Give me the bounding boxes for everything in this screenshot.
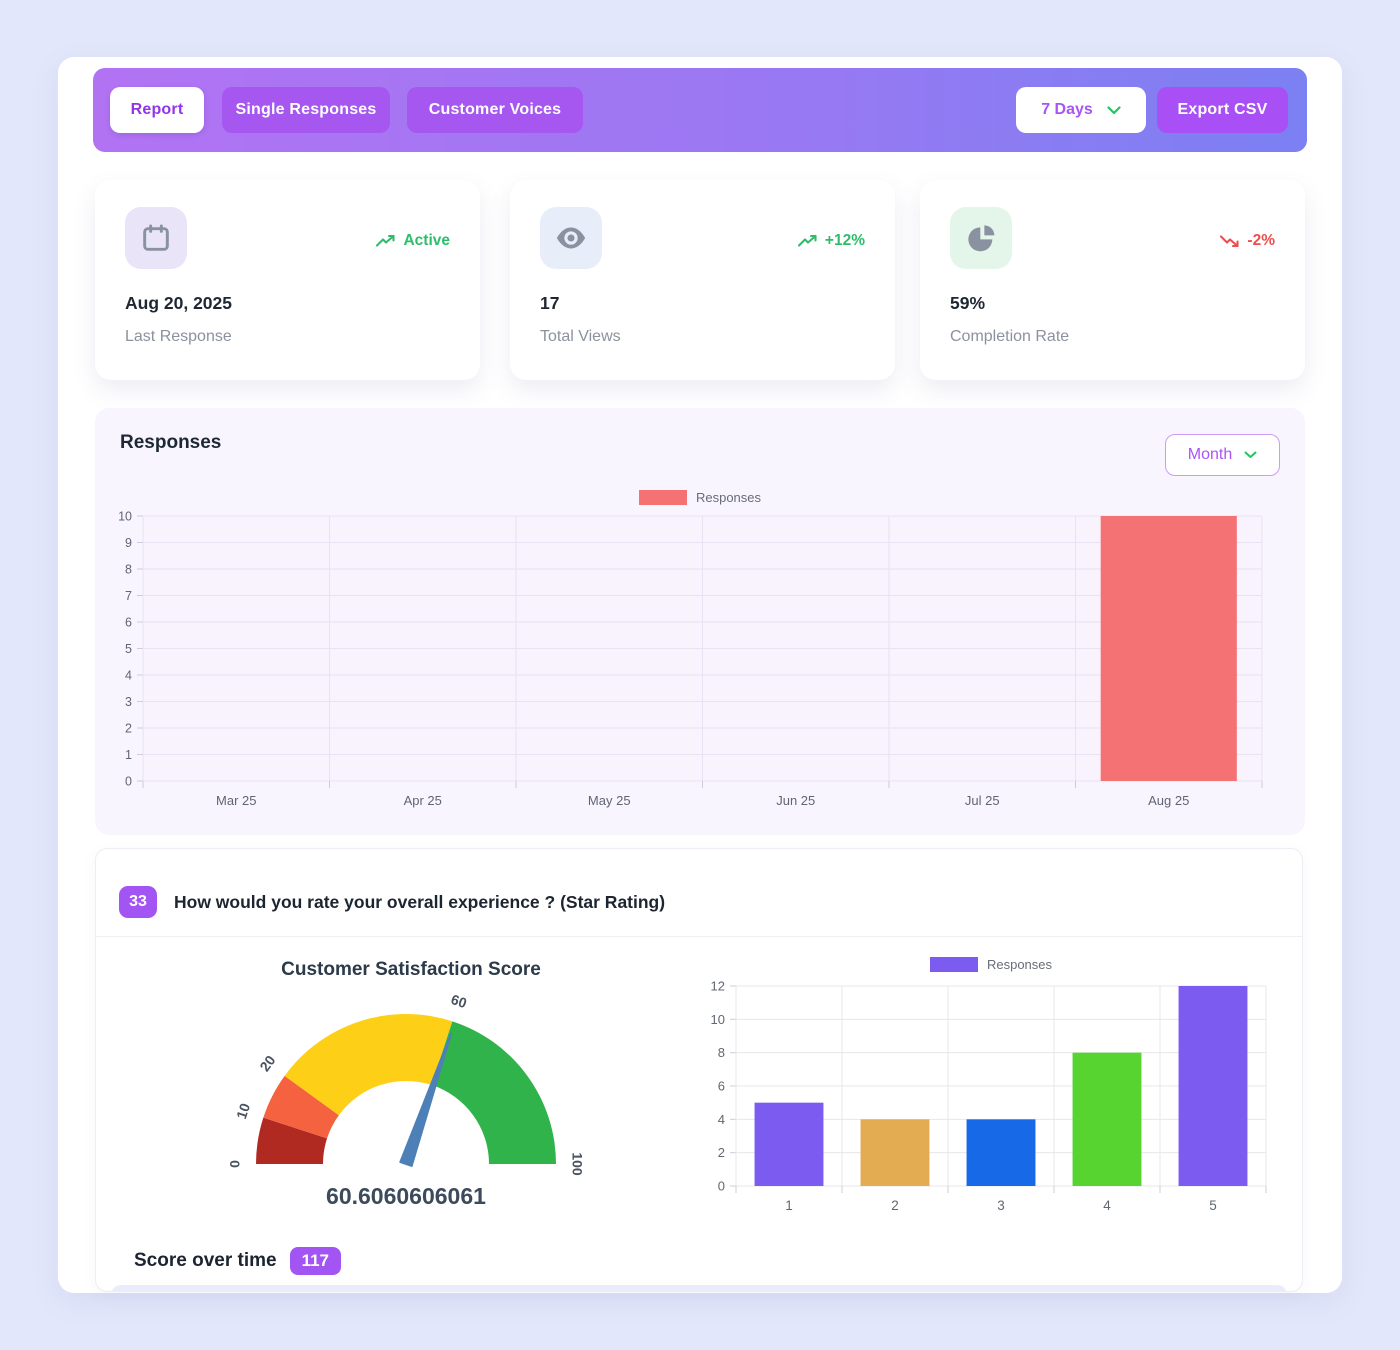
section-title: Responses	[120, 432, 222, 453]
date-range-select[interactable]: 7 Days	[1016, 87, 1146, 133]
status-badge: +12%	[797, 232, 865, 250]
stat-value: Aug 20, 2025	[125, 293, 232, 313]
ratings-bar-chart: 0 2 4 6 8 10 12 1 2 3 4 5	[696, 974, 1286, 1229]
stat-label: Total Views	[540, 328, 621, 345]
trending-up-icon	[376, 234, 396, 248]
tab-customer-voices[interactable]: Customer Voices	[407, 87, 583, 133]
question-card: 33 How would you rate your overall exper…	[95, 848, 1303, 1292]
trending-down-icon	[1220, 234, 1240, 248]
svg-text:10: 10	[118, 510, 132, 524]
pie-chart-icon	[950, 207, 1012, 269]
status-badge: Active	[376, 232, 450, 250]
svg-text:Aug 25: Aug 25	[1148, 793, 1189, 808]
svg-text:4: 4	[125, 669, 132, 683]
svg-text:0: 0	[718, 1179, 725, 1194]
legend-swatch	[638, 490, 687, 505]
eye-icon	[540, 207, 602, 269]
score-over-time-row: Score over time 117	[134, 1247, 342, 1275]
legend-swatch	[929, 957, 978, 972]
trending-up-icon	[797, 234, 818, 248]
badge-text: -2%	[1247, 232, 1275, 249]
svg-text:4: 4	[718, 1112, 725, 1127]
svg-text:2: 2	[891, 1198, 899, 1213]
stat-card-completion-rate: -2% 59% Completion Rate	[920, 180, 1305, 380]
svg-text:3: 3	[125, 695, 132, 709]
responses-section: Responses Month Responses 0 1 2 3 4 5 6 7 8 9 10 Ma…	[95, 408, 1305, 835]
divider	[96, 936, 1302, 937]
svg-text:1: 1	[785, 1198, 793, 1213]
score-over-time-label: Score over time	[134, 1250, 277, 1271]
chevron-down-icon	[1107, 105, 1121, 115]
date-range-value: 7 Days	[1041, 101, 1093, 118]
stat-card-last-response: Active Aug 20, 2025 Last Response	[95, 180, 480, 380]
export-csv-button[interactable]: Export CSV	[1157, 87, 1288, 133]
period-select-value: Month	[1187, 446, 1233, 463]
svg-text:2: 2	[125, 722, 132, 736]
svg-text:60: 60	[449, 991, 469, 1011]
badge-text: Active	[403, 232, 450, 249]
svg-text:Jun 25: Jun 25	[776, 793, 815, 808]
stat-label: Last Response	[125, 328, 232, 345]
svg-text:4: 4	[1103, 1198, 1111, 1213]
svg-text:May 25: May 25	[588, 793, 631, 808]
svg-text:6: 6	[125, 616, 132, 630]
calendar-icon	[125, 207, 187, 269]
svg-text:100: 100	[569, 1152, 585, 1176]
svg-text:8: 8	[125, 563, 132, 577]
svg-text:1: 1	[125, 748, 132, 762]
svg-text:12: 12	[711, 979, 725, 994]
svg-text:2: 2	[718, 1145, 725, 1160]
svg-text:10: 10	[711, 1012, 725, 1027]
svg-text:60.6060606061: 60.6060606061	[326, 1183, 486, 1209]
svg-text:0: 0	[125, 775, 132, 789]
svg-text:0: 0	[227, 1160, 243, 1168]
period-select[interactable]: Month	[1165, 434, 1280, 476]
svg-text:20: 20	[256, 1052, 278, 1074]
svg-text:3: 3	[997, 1198, 1005, 1213]
svg-text:7: 7	[125, 589, 132, 603]
question-number-badge: 33	[119, 886, 157, 918]
svg-text:8: 8	[718, 1045, 725, 1060]
svg-text:5: 5	[1209, 1198, 1217, 1213]
badge-text: +12%	[824, 232, 865, 249]
responses-chart-legend: Responses	[95, 490, 1305, 505]
status-badge: -2%	[1220, 232, 1275, 250]
svg-text:6: 6	[718, 1079, 725, 1094]
legend-label: Responses	[986, 957, 1053, 972]
satisfaction-gauge-chart: 0 10 20 60 100 60.6060606061	[191, 974, 631, 1224]
svg-text:Jul 25: Jul 25	[965, 793, 1000, 808]
dashboard-card: Report Single Responses Customer Voices …	[58, 57, 1342, 1293]
svg-text:Mar 25: Mar 25	[216, 793, 256, 808]
stat-value: 59%	[950, 293, 986, 313]
svg-text:9: 9	[125, 536, 132, 550]
tab-report[interactable]: Report	[110, 87, 204, 133]
gauge-title: Customer Satisfaction Score	[281, 959, 541, 980]
legend-label: Responses	[695, 490, 762, 505]
header-bar: Report Single Responses Customer Voices …	[93, 68, 1307, 152]
stat-label: Completion Rate	[950, 328, 1070, 345]
next-section-strip	[111, 1285, 1287, 1291]
responses-bar-chart: 0 1 2 3 4 5 6 7 8 9 10 Mar 25 Apr 25 May 25 Jun 25 Jul …	[115, 508, 1290, 818]
svg-text:5: 5	[125, 642, 132, 656]
question-title: How would you rate your overall experien…	[174, 892, 666, 912]
score-over-time-badge: 117	[289, 1247, 342, 1275]
svg-text:Apr 25: Apr 25	[404, 793, 442, 808]
tab-single-responses[interactable]: Single Responses	[222, 87, 390, 133]
ratings-chart-legend: Responses	[696, 957, 1286, 972]
svg-text:10: 10	[233, 1101, 253, 1121]
stat-value: 17	[540, 293, 560, 313]
chevron-down-icon	[1244, 451, 1257, 459]
stat-card-total-views: +12% 17 Total Views	[510, 180, 895, 380]
